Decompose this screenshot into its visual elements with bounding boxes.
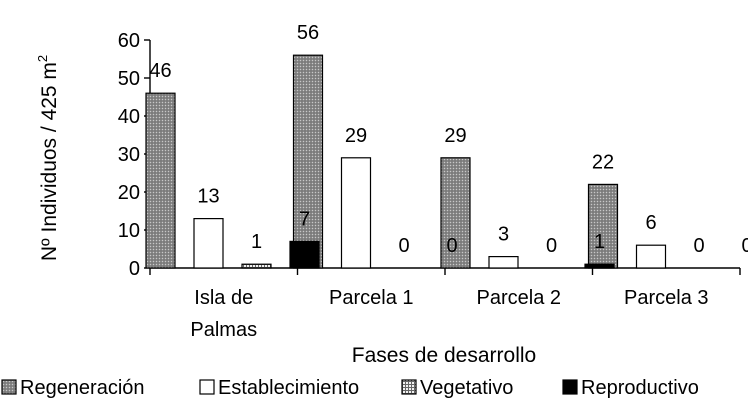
y-tick-label: 0 bbox=[129, 258, 140, 280]
bar bbox=[145, 92, 176, 269]
x-axis-label: Fases de desarrollo bbox=[352, 344, 536, 367]
data-label: 0 bbox=[398, 235, 409, 257]
x-tick-label: Parcela 2 bbox=[477, 287, 562, 309]
x-tick-label: Parcela 1 bbox=[329, 287, 414, 309]
bar bbox=[340, 157, 372, 269]
data-label: 3 bbox=[498, 224, 509, 246]
data-label: 1 bbox=[594, 231, 605, 253]
bars bbox=[145, 54, 667, 269]
legend-swatch bbox=[1, 379, 17, 395]
bar bbox=[241, 263, 272, 269]
bar bbox=[193, 218, 224, 269]
y-tick-label: 20 bbox=[118, 182, 140, 204]
legend: Regeneración Establecimiento Vegetativo Rep… bbox=[1, 377, 699, 399]
data-label: 29 bbox=[345, 125, 367, 147]
y-tick-label: 40 bbox=[118, 106, 140, 128]
bar bbox=[635, 244, 667, 269]
y-axis-label: Nº Individuos / 425 m2 bbox=[35, 55, 61, 261]
bar bbox=[584, 263, 615, 269]
legend-label: Establecimiento bbox=[218, 377, 359, 399]
data-label: 0 bbox=[546, 235, 557, 257]
data-label: 29 bbox=[444, 125, 466, 147]
y-tick-label: 10 bbox=[118, 220, 140, 242]
data-label: 56 bbox=[297, 22, 319, 44]
data-label: 7 bbox=[299, 208, 310, 230]
data-label: 1 bbox=[251, 231, 262, 253]
legend-label: Reproductivo bbox=[581, 377, 699, 399]
data-labels: 46 56 29 22 13 29 3 6 1 0 0 0 7 0 1 0 bbox=[149, 22, 748, 257]
y-tick-label: 50 bbox=[118, 68, 140, 90]
bar bbox=[440, 157, 471, 269]
data-label: 0 bbox=[693, 235, 704, 257]
data-label: 0 bbox=[446, 235, 457, 257]
bar bbox=[292, 54, 324, 269]
legend-label: Regeneración bbox=[20, 377, 145, 399]
data-label: 46 bbox=[149, 60, 171, 82]
data-label: 22 bbox=[592, 151, 614, 173]
legend-swatch bbox=[401, 379, 417, 395]
x-tick-label: Palmas bbox=[190, 319, 257, 341]
data-label: 6 bbox=[645, 212, 656, 234]
legend-label: Vegetativo bbox=[420, 377, 513, 399]
bar bbox=[488, 256, 519, 269]
x-tick-label: Parcela 3 bbox=[624, 287, 709, 309]
legend-swatch bbox=[199, 379, 215, 395]
bar bbox=[587, 183, 619, 269]
data-label: 13 bbox=[197, 186, 219, 208]
legend-swatch bbox=[562, 379, 578, 395]
y-tick-label: 60 bbox=[118, 30, 140, 52]
y-axis-label-main: Nº Individuos / 425 m bbox=[38, 62, 61, 261]
data-label: 0 bbox=[741, 235, 748, 257]
bar bbox=[289, 240, 320, 269]
x-tick-label: Isla de bbox=[194, 287, 253, 309]
y-tick-label: 30 bbox=[118, 144, 140, 166]
y-axis-label-superscript: 2 bbox=[35, 55, 50, 62]
